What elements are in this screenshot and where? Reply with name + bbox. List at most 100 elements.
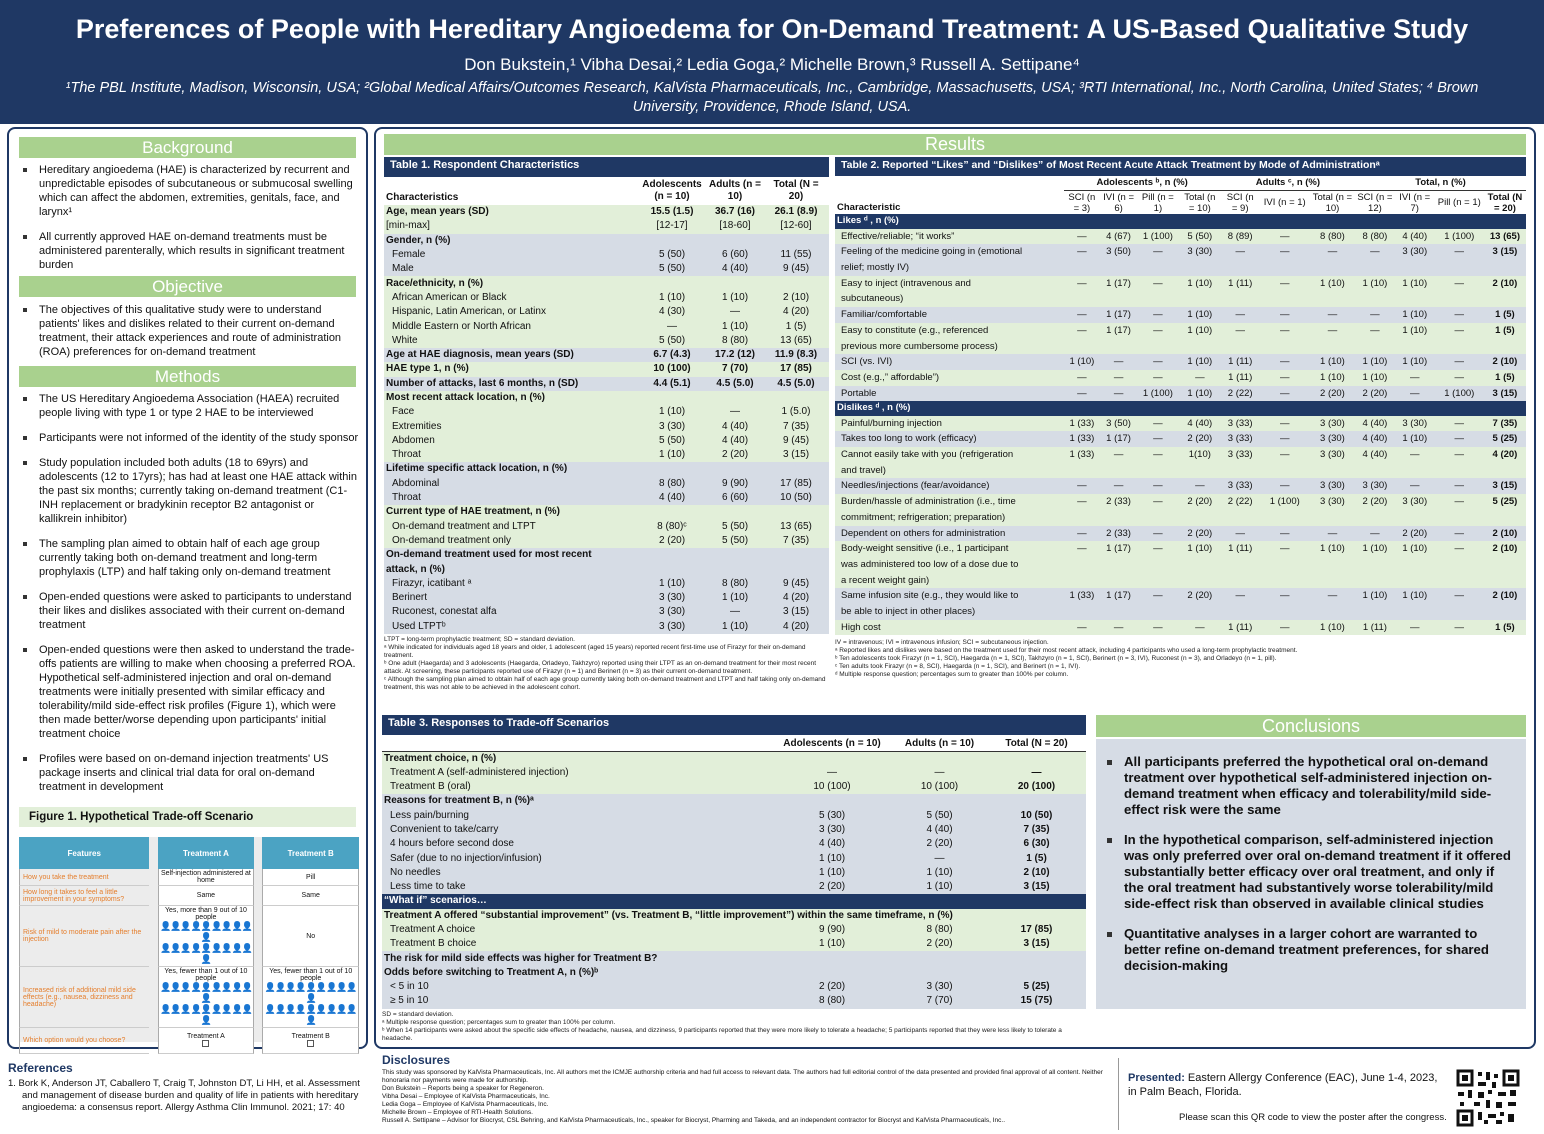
table2-row-label: High cost bbox=[835, 620, 1064, 636]
table3-cell: < 5 in 10 bbox=[390, 981, 429, 993]
table1-cell: White bbox=[392, 334, 418, 346]
table2-cell: — bbox=[1235, 324, 1245, 336]
table2-group-header: Total, n (%) bbox=[1354, 176, 1526, 191]
table2-cell: 1 (10) bbox=[1402, 590, 1428, 602]
table3-row: Safer (due to no injection/infusion) 1 (1… bbox=[382, 851, 1086, 866]
table2-label-line: Portable bbox=[841, 387, 877, 399]
figure1-cell: Pill bbox=[262, 869, 359, 886]
table1-cell: 10 (50) bbox=[780, 492, 812, 504]
table1-cell: Age, mean years (SD) bbox=[386, 206, 489, 218]
table2-cell: — bbox=[1113, 371, 1124, 383]
reference-item: 1. Bork K, Anderson JT, Caballero T, Cra… bbox=[8, 1078, 360, 1113]
table2-cell: 1 (100) bbox=[1269, 496, 1300, 508]
table2-cell: 1 (10) bbox=[1187, 356, 1213, 368]
table3-cell: 5 (30) bbox=[818, 809, 846, 821]
table3-cell: 6 (30) bbox=[1023, 838, 1050, 850]
table3-cell: 2 (20) bbox=[818, 981, 846, 993]
table2-cell: 3 (50) bbox=[1106, 417, 1131, 429]
table2-cell: 8 (89) bbox=[1227, 230, 1253, 242]
figure1-choice-a[interactable]: Treatment A bbox=[157, 1028, 255, 1054]
qr-code-icon[interactable] bbox=[1452, 1068, 1524, 1128]
table2-cell: — bbox=[1113, 621, 1124, 633]
table2-cell: — bbox=[1454, 433, 1465, 445]
table1-row: Male 5 (50) 4 (40) 9 (45) bbox=[384, 262, 829, 277]
dislikes-section-label: Dislikes ᵈ , n (%) bbox=[837, 402, 911, 414]
table3-row: ≥ 5 in 10 8 (80) 7 (70) 15 (75) bbox=[382, 994, 1086, 1009]
table2-label-line: Painful/burning injection bbox=[841, 417, 942, 429]
choice-a-label: Treatment A bbox=[186, 1032, 225, 1040]
table2-cell: — bbox=[1153, 371, 1163, 383]
checkbox-icon[interactable] bbox=[202, 1039, 210, 1047]
figure1-table: Features Treatment A Treatment B How you… bbox=[19, 837, 359, 1054]
table1-row: Ruconest, conestat alfa 3 (30) — 3 (15) bbox=[384, 605, 829, 620]
methods-bullet: Open-ended questions were asked to parti… bbox=[19, 590, 359, 632]
table2-cell: 1 (17) bbox=[1106, 543, 1131, 555]
table2-cell: — bbox=[1409, 480, 1420, 492]
table2-cell: 1 (33) bbox=[1069, 449, 1095, 461]
table3-cell: 4 (40) bbox=[926, 823, 953, 835]
figure1-row-label: Which option would you choose? bbox=[19, 1028, 150, 1054]
table2-cell: — bbox=[1409, 371, 1420, 383]
table3-cell: 7 (35) bbox=[1023, 823, 1050, 835]
choice-b-label: Treatment B bbox=[291, 1032, 330, 1040]
table1-cell: 3 (30) bbox=[658, 620, 686, 632]
table2-cell: — bbox=[1327, 309, 1338, 321]
table2-cell: 1 (17) bbox=[1106, 324, 1131, 336]
table1-cell: 4 (20) bbox=[782, 620, 810, 632]
table2-subheader: Total (n = 10) bbox=[1184, 191, 1216, 214]
table2-cell: — bbox=[1153, 480, 1163, 492]
background-list: Hereditary angioedema (HAE) is character… bbox=[19, 163, 359, 283]
table1-note: ᵇ One adult (Haegarda) and 3 adolescents… bbox=[384, 659, 817, 675]
table1-cell: On-demand treatment only bbox=[392, 534, 511, 546]
figure1-cell-text: Yes, more than 9 out of 10 people bbox=[165, 907, 247, 921]
table1-cell: [12-17] bbox=[656, 220, 688, 232]
table2-cell: 4 (40) bbox=[1362, 433, 1388, 445]
table2-cell: — bbox=[1077, 387, 1087, 399]
table2-cell: — bbox=[1077, 246, 1087, 258]
table3-cell: Reasons for treatment B, n (%)ᵃ bbox=[384, 795, 534, 807]
figure1-cell: Yes, more than 9 out of 10 people 👤👤👤👤👤👤… bbox=[157, 906, 255, 967]
table2-cell: 4 (40) bbox=[1402, 230, 1428, 242]
table2-cell: — bbox=[1280, 543, 1290, 555]
table2-cell: — bbox=[1153, 277, 1163, 289]
figure1-cell: Same bbox=[157, 886, 255, 906]
presented-info: Presented: Eastern Allergy Conference (E… bbox=[1128, 1071, 1448, 1099]
table2-row: High cost — — — — 1 (11) — 1 (10) 1 (11) — — 1 (5) bbox=[835, 619, 1526, 636]
table2-label-line: SCI (vs. IVI) bbox=[841, 356, 893, 368]
figure1-choice-b[interactable]: Treatment B bbox=[262, 1028, 359, 1054]
table3-cell bbox=[772, 794, 892, 808]
table2-cell: 2 (20) bbox=[1187, 590, 1213, 602]
table2-cell: 4 (67) bbox=[1106, 230, 1131, 242]
table1-cell bbox=[707, 462, 763, 476]
table2-subheader: Pill (n = 1) bbox=[1141, 191, 1174, 214]
table1-cell bbox=[763, 548, 829, 562]
table2-cell: 5 (50) bbox=[1187, 230, 1213, 242]
table2-row: Easy to inject (intravenous and subcutane… bbox=[835, 275, 1526, 308]
checkbox-icon[interactable] bbox=[307, 1039, 315, 1047]
table3-cell: Safer (due to no injection/infusion) bbox=[390, 852, 542, 864]
table2-row: Effective/reliable; “it works” — 4 (67) 1 (… bbox=[835, 228, 1526, 245]
table2-cell: — bbox=[1195, 371, 1205, 383]
table2-cell: — bbox=[1077, 277, 1087, 289]
table2-label-line: Feeling of the medicine going in (emotio… bbox=[841, 246, 1023, 258]
disclosure-line: Don Bukstein – Reports being a speaker f… bbox=[382, 1085, 544, 1092]
objective-heading: Objective bbox=[19, 276, 356, 297]
table2-row-label: Familiar/comfortable bbox=[835, 307, 1064, 323]
table3-cell: 1 (5) bbox=[1026, 852, 1047, 864]
table1-cell: 1 (5) bbox=[785, 320, 807, 332]
table2-cell: 13 (65) bbox=[1489, 230, 1520, 242]
table1-cell: Face bbox=[392, 406, 415, 418]
background-heading: Background bbox=[19, 137, 356, 158]
table1-cell: Lifetime specific attack location, n (%) bbox=[386, 463, 568, 475]
table3-cell bbox=[892, 794, 987, 808]
table2-row-label: Portable bbox=[835, 386, 1064, 402]
table1-cell: 17 (85) bbox=[780, 477, 812, 489]
table2-cell: 1 (10) bbox=[1362, 371, 1388, 383]
table3-col-header: Adolescents (n = 10) bbox=[783, 737, 881, 749]
presented-text: Eastern Allergy Conference (EAC), June 1… bbox=[1128, 1072, 1438, 1098]
table3: Table 3. Responses to Trade-off Scenario… bbox=[382, 715, 1086, 1043]
table3-row: Reasons for treatment B, n (%)ᵃ bbox=[382, 794, 1086, 809]
table2-row: SCI (vs. IVI) 1 (10) — — 1 (10) 1 (11) — 1 (10)… bbox=[835, 354, 1526, 370]
table2-cell: — bbox=[1077, 543, 1087, 555]
table1-row: Throat 1 (10) 2 (20) 3 (15) bbox=[384, 448, 829, 463]
